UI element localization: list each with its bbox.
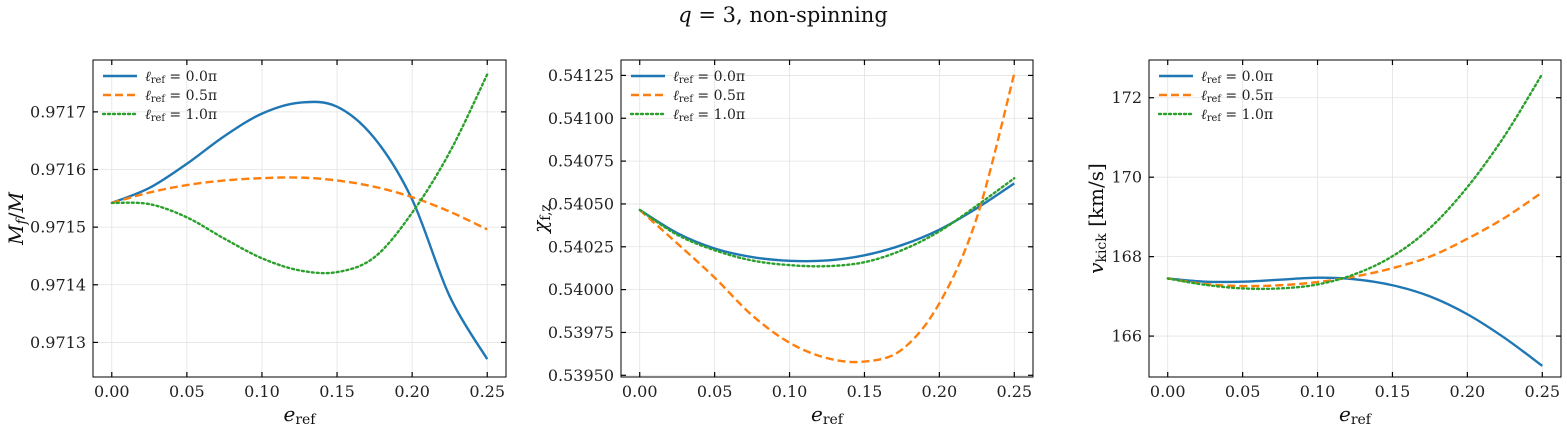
plot-frame	[92, 59, 507, 378]
y-tick-label: 0.54125	[548, 66, 614, 85]
plot-frame	[1148, 59, 1562, 378]
legend: ℓref = 0.0π ℓref = 0.5π ℓref = 1.0π	[629, 69, 745, 124]
y-tick-label: 0.9714	[30, 275, 86, 294]
y-tick-label: 0.54025	[548, 237, 614, 256]
legend: ℓref = 0.0π ℓref = 0.5π ℓref = 1.0π	[101, 69, 217, 124]
y-tick-label: 0.54075	[548, 152, 614, 171]
series-line-3	[110, 73, 489, 275]
y-tick-label: 0.9713	[30, 333, 86, 352]
y-tick-label: 0.9715	[30, 218, 86, 237]
legend-label: ℓref = 0.5π	[1201, 88, 1273, 105]
x-tick-label: 0.05	[169, 382, 205, 401]
y-axis-label: Mf/M	[4, 192, 30, 246]
y-tick-label: 0.54100	[548, 109, 614, 128]
x-tick-label: 0.25	[1524, 382, 1560, 401]
figure-title: q = 3, non-spinning	[678, 3, 888, 27]
y-tick-label: 0.53975	[548, 323, 614, 342]
subplot-2: 0.00 0.05 0.10 0.15 0.20 0.25 0.53950 0.53975 0.…	[528, 59, 1034, 428]
y-tick-label: 168	[1111, 247, 1142, 266]
x-tick-label: 0.10	[244, 382, 280, 401]
y-tick-label: 0.9717	[30, 102, 86, 121]
x-tick-label: 0.25	[996, 382, 1032, 401]
x-tick-label: 0.15	[319, 382, 355, 401]
x-tick-label: 0.20	[1450, 382, 1486, 401]
legend-label: ℓref = 0.5π	[145, 88, 217, 105]
series-line-1	[639, 182, 1015, 263]
y-tick-label: 0.9716	[30, 160, 86, 179]
y-tick-label: 0.54050	[548, 194, 614, 213]
x-tick-label: 0.05	[1225, 382, 1261, 401]
x-tick-label: 0.15	[1375, 382, 1411, 401]
x-tick-label: 0.00	[1150, 382, 1186, 401]
legend-label: ℓref = 1.0π	[673, 107, 745, 124]
x-tick-label: 0.20	[922, 382, 958, 401]
x-tick-label: 0.10	[1300, 382, 1336, 401]
legend-label: ℓref = 0.5π	[673, 88, 745, 105]
y-axis-label: χf,z	[528, 204, 554, 235]
y-axis-label: vkick [km/s]	[1084, 163, 1110, 274]
x-tick-label: 0.00	[622, 382, 658, 401]
series-line-2	[1167, 191, 1543, 288]
series-line-2	[638, 73, 1016, 364]
legend-label: ℓref = 0.0π	[673, 69, 745, 86]
x-axis-label: eref	[1339, 402, 1373, 428]
x-tick-label: 0.00	[94, 382, 130, 401]
x-tick-label: 0.25	[469, 382, 505, 401]
panels: 0.00 0.05 0.10 0.15 0.20 0.25 0.9713 0.9714 0.97…	[4, 59, 1562, 428]
x-axis-label: eref	[811, 402, 845, 428]
x-axis-label: eref	[283, 402, 317, 428]
y-tick-label: 0.54000	[548, 280, 614, 299]
subplot-3: 0.00 0.05 0.10 0.15 0.20 0.25 166 168 170 172 eref…	[1084, 59, 1562, 428]
x-tick-label: 0.20	[394, 382, 430, 401]
y-tick-label: 166	[1111, 327, 1142, 346]
legend-label: ℓref = 0.0π	[145, 69, 217, 86]
x-tick-label: 0.10	[772, 382, 808, 401]
x-tick-label: 0.05	[697, 382, 733, 401]
y-tick-label: 172	[1111, 88, 1142, 107]
legend-label: ℓref = 1.0π	[145, 107, 217, 124]
legend-label: ℓref = 0.0π	[1201, 69, 1273, 86]
series-line-2	[111, 176, 488, 231]
plot-frame	[620, 59, 1034, 378]
legend: ℓref = 0.0π ℓref = 0.5π ℓref = 1.0π	[1157, 69, 1273, 124]
legend-label: ℓref = 1.0π	[1201, 107, 1273, 124]
series-line-3	[1166, 72, 1544, 291]
y-tick-label: 170	[1111, 168, 1142, 187]
x-tick-label: 0.15	[847, 382, 883, 401]
series-line-1	[1167, 276, 1543, 367]
subplot-1: 0.00 0.05 0.10 0.15 0.20 0.25 0.9713 0.9714 0.97…	[4, 59, 507, 428]
y-tick-label: 0.53950	[548, 366, 614, 385]
series-line-3	[638, 177, 1016, 268]
series-line-1	[111, 100, 489, 360]
